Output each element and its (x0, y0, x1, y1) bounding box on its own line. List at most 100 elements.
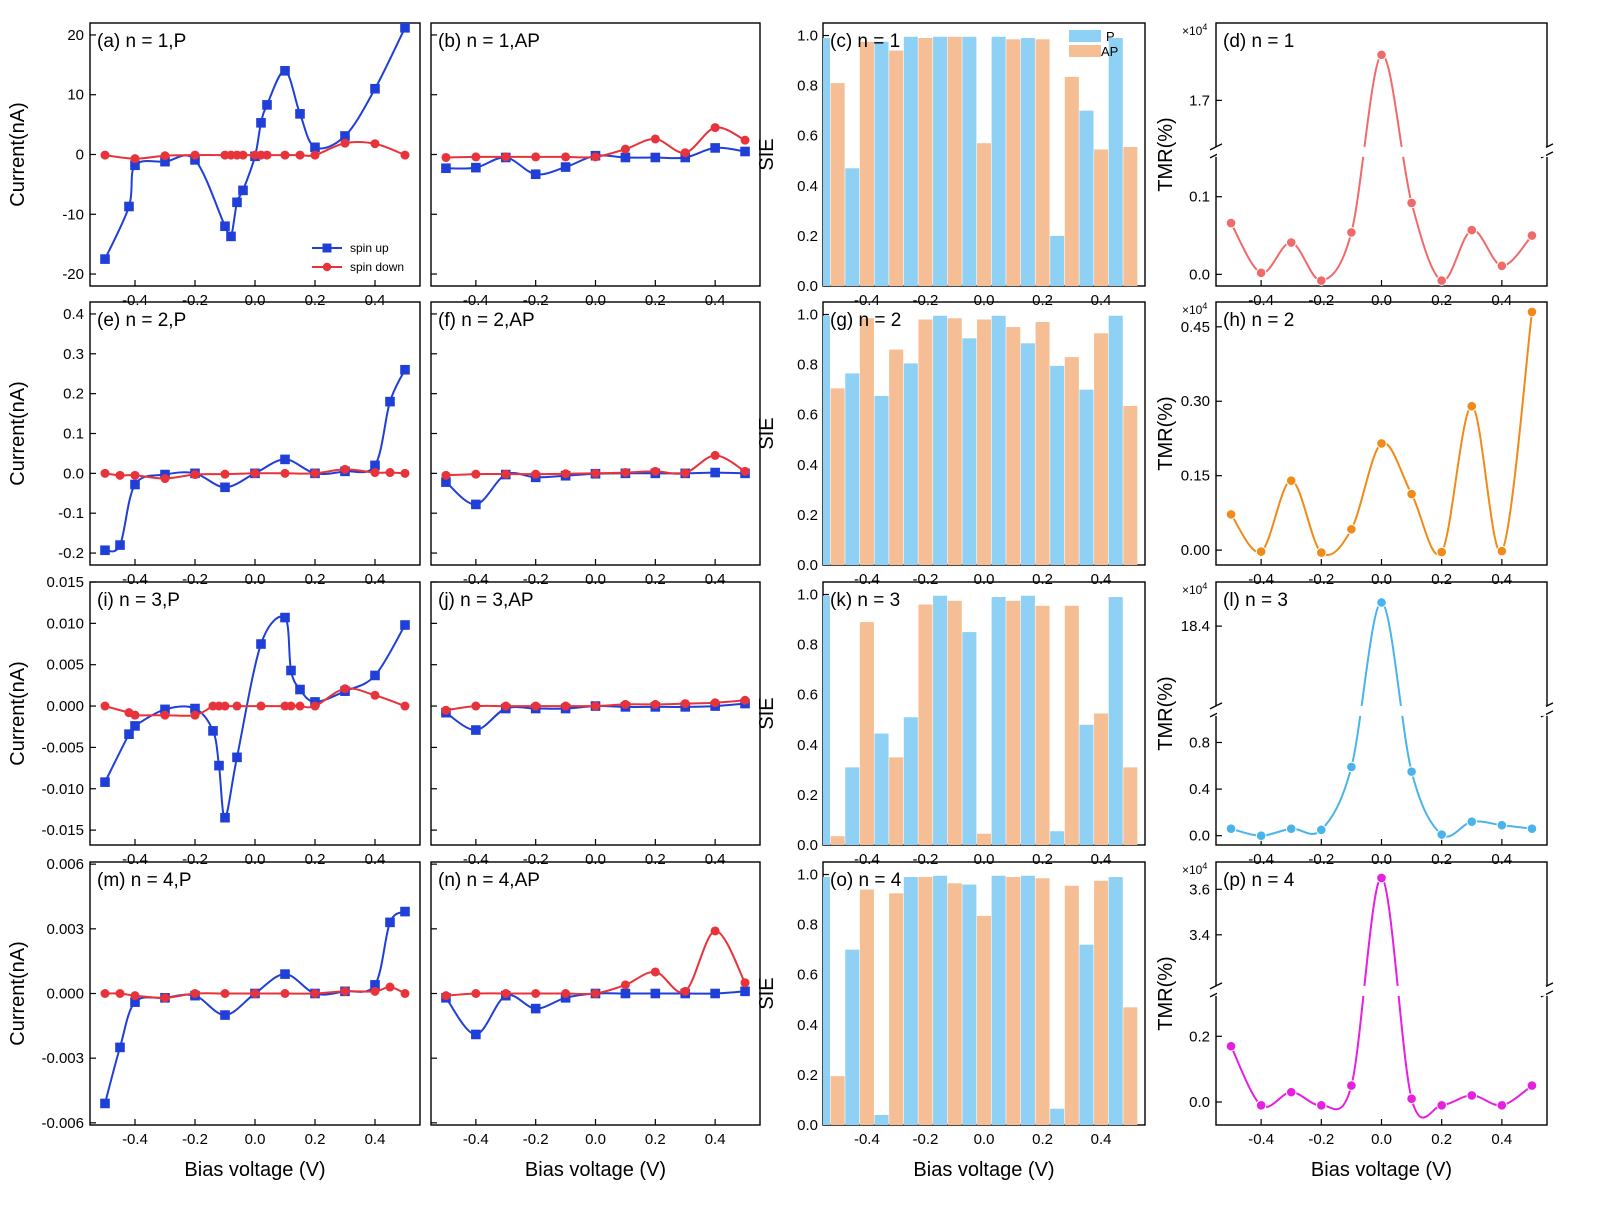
y-tick-label: -0.006 (41, 1115, 84, 1132)
y-tick-label: 1.0 (797, 587, 818, 604)
panel-title: (a) n = 1,P (97, 31, 186, 52)
spin-down-point (591, 701, 600, 711)
x-tick-label: -0.4 (854, 571, 880, 588)
axis-break-gap (1210, 146, 1222, 157)
y-tick-label: -0.1 (58, 505, 84, 522)
tmr-line (1230, 311, 1533, 556)
tmr-point (1285, 1086, 1297, 1098)
tmr-point (1466, 224, 1478, 236)
spin-up-point (370, 670, 380, 681)
spin-down-point (115, 470, 125, 480)
bar-p (1050, 235, 1065, 286)
spin-down-point (100, 989, 110, 998)
bar-ap (1064, 605, 1079, 845)
bar-ap (918, 319, 933, 565)
y-tick-label: 0.005 (46, 657, 84, 674)
axis-break-gap (1541, 985, 1553, 996)
tmr-point (1346, 523, 1357, 535)
spin-up-point (124, 729, 134, 739)
spin-down-line (104, 687, 406, 717)
y-tick-label: 10 (67, 87, 84, 104)
panel-d: -0.4 -0.2 0.0 0.2 0.4 1.7 0.0 0.1 TMR(%) ×104 (d) … (1155, 22, 1554, 309)
spin-up-point (160, 156, 170, 167)
y-tick-label: 0.1 (1189, 189, 1210, 206)
spin-down-point (501, 469, 511, 479)
bar-p (903, 717, 918, 845)
spin-up-point (650, 988, 661, 999)
x-tick-label: 0.0 (974, 292, 995, 309)
x-tick-label: 0.0 (1371, 851, 1392, 868)
tmr-point (1406, 488, 1417, 500)
y-tick-label: 0.3 (63, 346, 84, 363)
spin-down-point (262, 150, 272, 160)
spin-up-point (232, 197, 242, 208)
x-tick-label: 0.0 (1371, 571, 1392, 588)
spin-up-point (650, 152, 661, 163)
panel-title: (n) n = 4,AP (438, 870, 540, 891)
spin-down-point (310, 701, 320, 711)
tmr-point (1496, 545, 1508, 557)
spin-down-point (561, 989, 571, 998)
y-tick-label: 0.2 (797, 507, 818, 524)
y-tick-label: -0.2 (58, 545, 84, 562)
bar-p (874, 395, 889, 565)
x-tick-label: 0.4 (365, 292, 386, 309)
tmr-point (1316, 275, 1327, 286)
spin-up-point (370, 980, 380, 990)
y-tick-label: 0.4 (797, 457, 818, 474)
spin-down-point (340, 684, 350, 694)
tmr-point (1526, 1080, 1538, 1091)
tmr-point (1225, 823, 1237, 834)
x-tick-label: -0.2 (913, 292, 939, 309)
x-tick-label: 0.0 (585, 851, 606, 868)
spin-up-point (385, 917, 395, 928)
bar-p (933, 595, 948, 845)
x-tick-label: 0.4 (705, 292, 726, 309)
panel-h: -0.4 -0.2 0.0 0.2 0.4 0.00 0.15 0.30 0.45 TMR(%) ×… (1155, 301, 1548, 588)
spin-up-point (680, 152, 691, 163)
tmr-point (1285, 237, 1297, 248)
y-tick-label: -20 (62, 266, 84, 283)
spin-down-point (370, 690, 380, 700)
spin-up-point (310, 142, 320, 153)
spin-down-point (280, 468, 290, 478)
bar-p (933, 315, 948, 565)
spin-up-point (710, 143, 720, 153)
spin-up-point (115, 1042, 125, 1053)
spin-down-point (310, 468, 320, 478)
spin-down-point (400, 150, 410, 160)
y-tick-label: 0.4 (63, 306, 84, 323)
y-tick-label: 0.0 (1189, 266, 1210, 283)
bar-ap (830, 388, 845, 565)
y-tick-label: 1.0 (797, 307, 818, 324)
bar-ap (859, 41, 874, 287)
spin-up-point (130, 160, 140, 171)
spin-down-point (501, 989, 511, 998)
spin-down-point (650, 699, 660, 709)
x-tick-label: 0.4 (705, 851, 726, 868)
legend-label-p: P (1106, 29, 1115, 44)
tmr-line (1230, 53, 1533, 282)
tmr-point (1225, 1040, 1237, 1052)
spin-down-point (370, 468, 380, 478)
x-tick-label: 0.4 (365, 1131, 386, 1148)
bar-ap (947, 318, 962, 565)
y-axis-label: Current(nA) (7, 941, 29, 1045)
bar-ap (830, 1076, 845, 1125)
plot-frame (1215, 301, 1548, 566)
tmr-point (1406, 766, 1417, 777)
x-tick-label: -0.4 (122, 292, 148, 309)
axis-break-mark (1209, 143, 1223, 151)
spin-up-point (280, 454, 290, 465)
panel-title: (g) n = 2 (830, 310, 901, 331)
spin-down-point (220, 469, 230, 479)
plot-frame (89, 301, 421, 566)
y-tick-label: 0.30 (1181, 393, 1210, 410)
x-tick-label: 0.2 (1431, 851, 1452, 868)
x-tick-label: 0.4 (705, 1131, 726, 1148)
spin-down-point (340, 464, 350, 474)
legend-marker-up (322, 243, 332, 253)
x-tick-label: -0.4 (1248, 1131, 1274, 1148)
bar-ap (1006, 877, 1021, 1125)
spin-down-point (286, 701, 296, 711)
